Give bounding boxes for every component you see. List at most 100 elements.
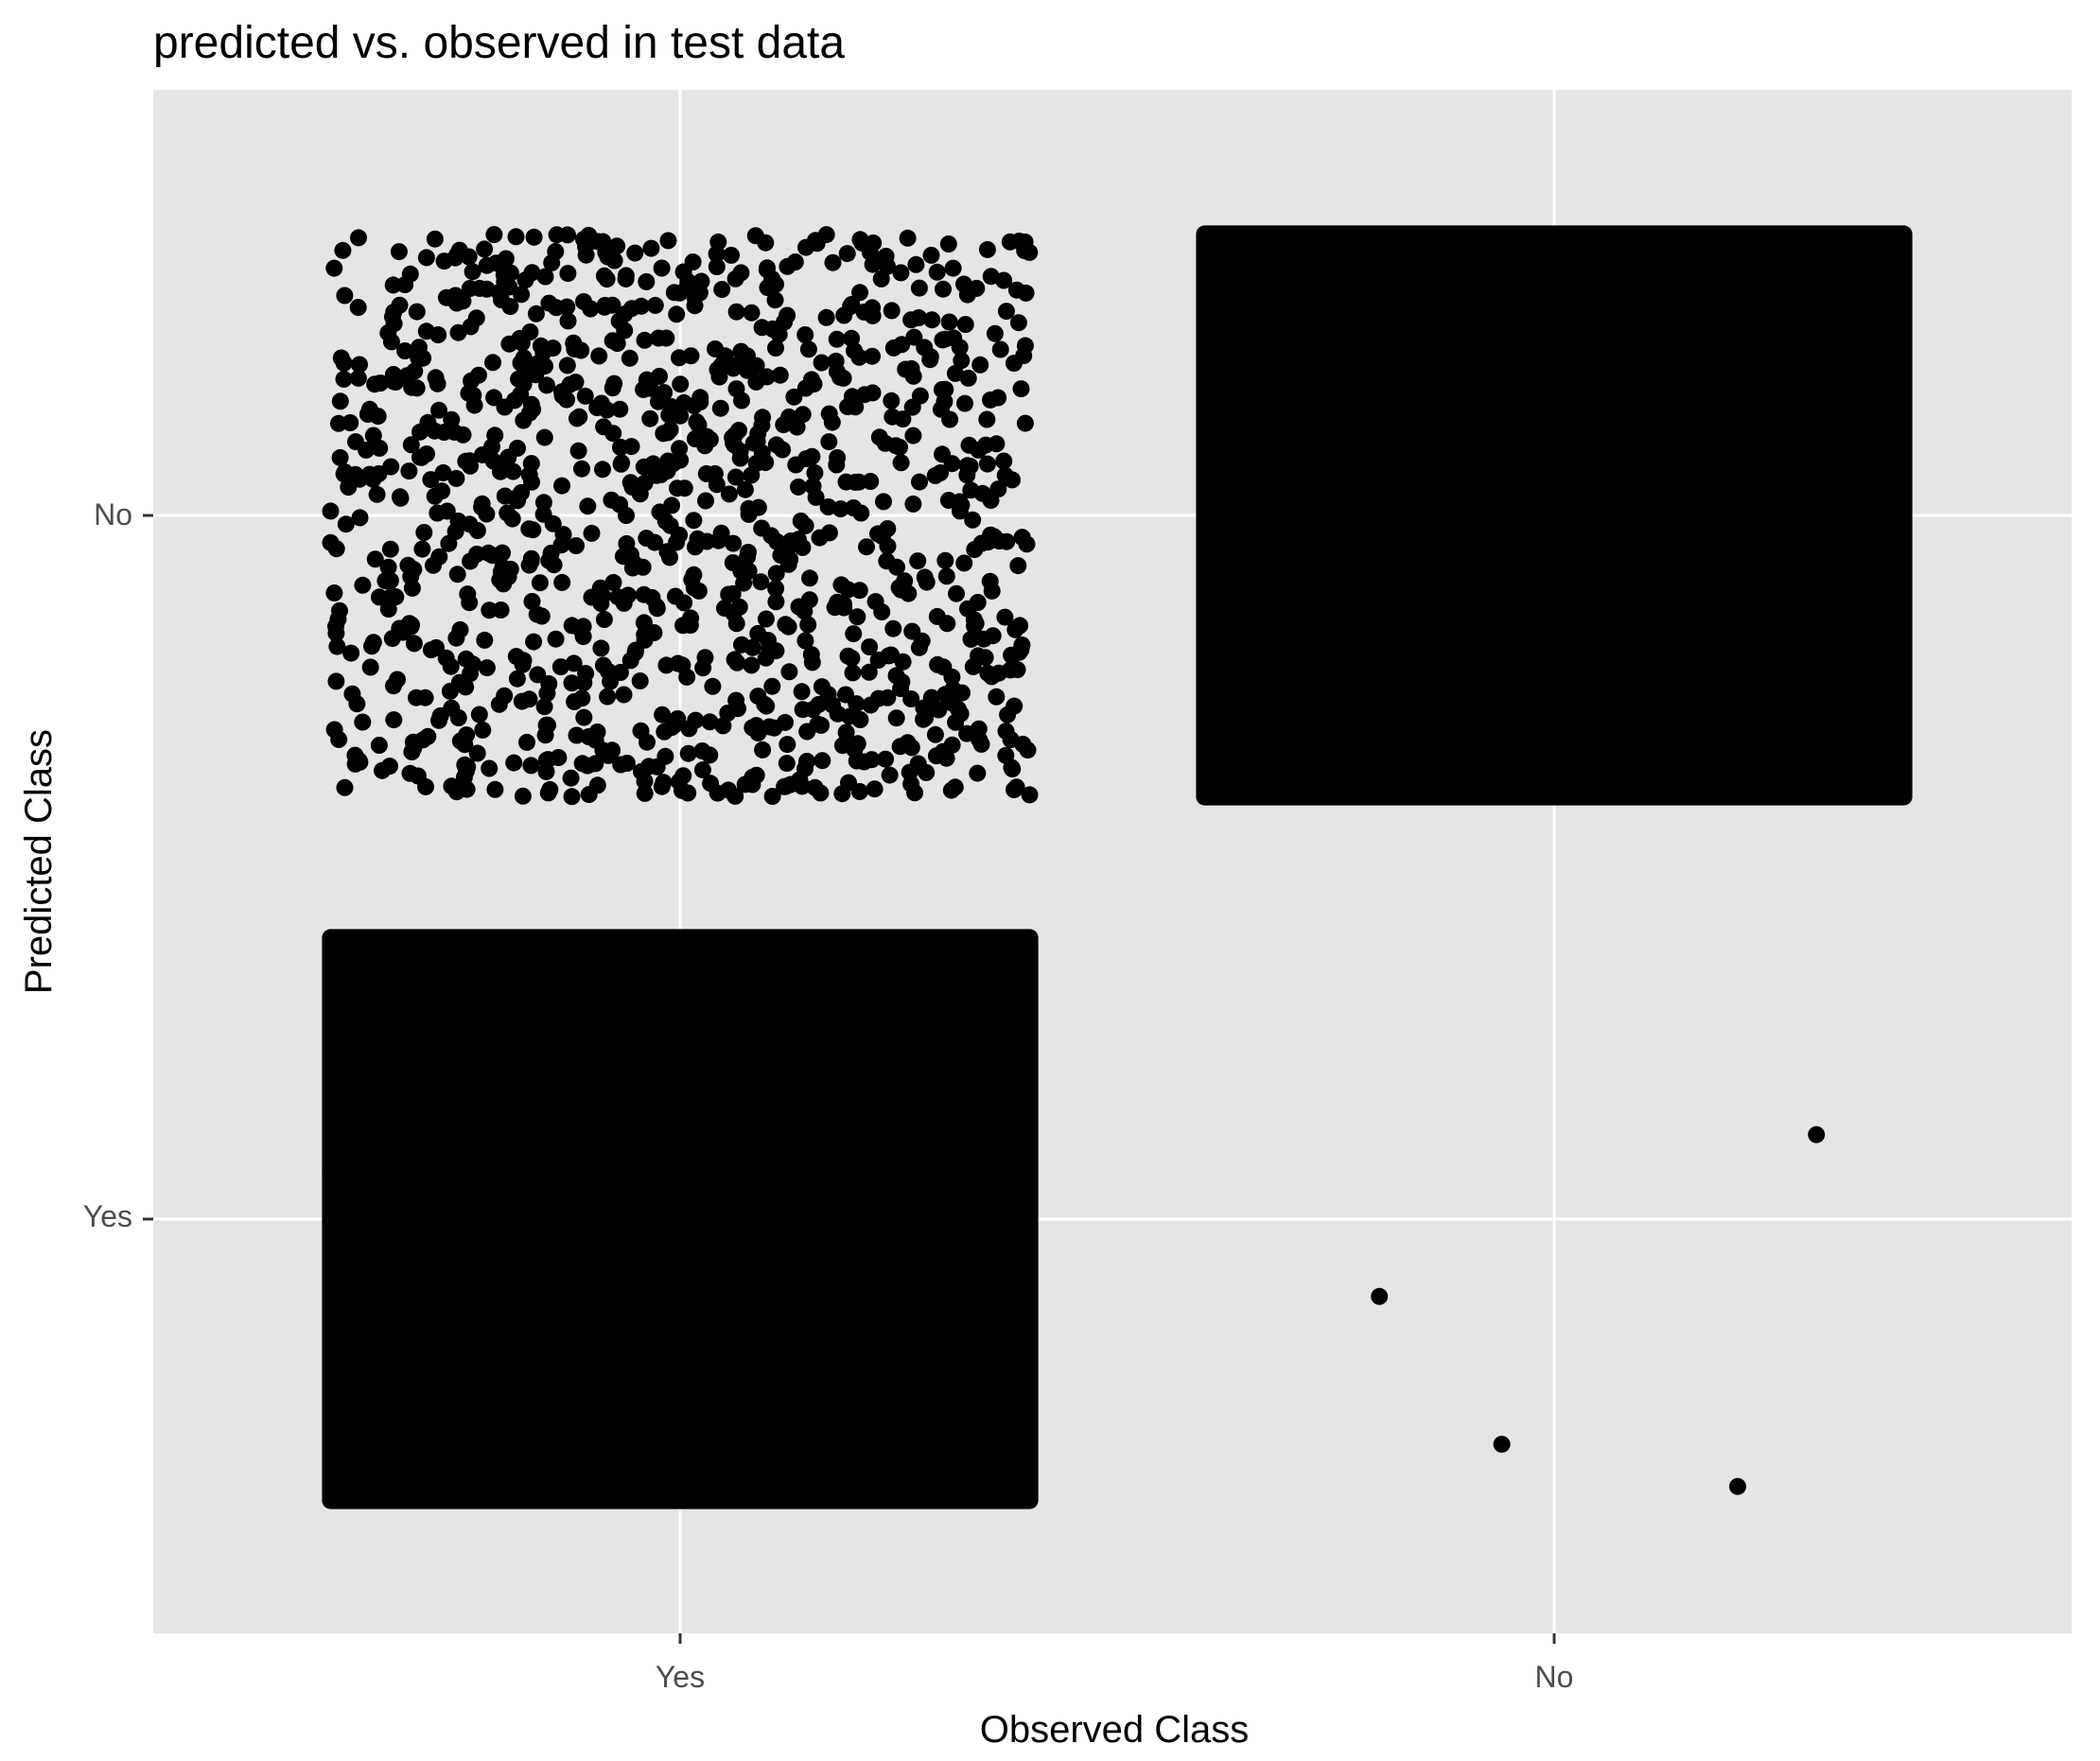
point — [936, 330, 954, 348]
point — [661, 549, 678, 567]
point — [1808, 1125, 1826, 1143]
point — [484, 1461, 502, 1479]
point — [1017, 1446, 1035, 1464]
point — [1383, 520, 1401, 538]
point — [978, 240, 996, 258]
point — [381, 540, 399, 558]
point — [1834, 779, 1852, 797]
point — [425, 1465, 443, 1483]
point — [525, 633, 543, 651]
point — [656, 384, 674, 402]
point — [370, 737, 388, 754]
point — [702, 1019, 720, 1037]
point — [564, 952, 582, 970]
point — [1702, 493, 1720, 510]
point — [701, 713, 719, 731]
point — [553, 477, 570, 495]
point — [586, 976, 604, 994]
point — [742, 1110, 759, 1128]
point — [1535, 280, 1553, 297]
point — [731, 449, 749, 467]
point — [635, 614, 653, 632]
point — [440, 534, 458, 552]
point — [330, 1087, 348, 1104]
point — [831, 961, 849, 979]
point — [656, 1345, 674, 1363]
point — [864, 299, 882, 317]
point — [540, 675, 558, 692]
point — [1799, 581, 1817, 599]
point — [633, 1332, 651, 1350]
point — [1228, 360, 1246, 378]
point — [1633, 490, 1651, 507]
point — [1002, 731, 1020, 748]
point — [1006, 1348, 1024, 1366]
point — [1321, 636, 1339, 654]
point — [842, 1491, 860, 1508]
point — [1592, 352, 1610, 370]
point — [459, 758, 477, 776]
point — [1818, 628, 1835, 646]
point — [625, 1040, 643, 1057]
point — [1672, 597, 1690, 615]
point — [599, 1172, 617, 1190]
point — [988, 688, 1006, 706]
point — [462, 665, 479, 683]
point — [805, 1172, 823, 1190]
point — [1743, 462, 1761, 479]
point — [1807, 607, 1825, 625]
point — [991, 340, 1009, 358]
point — [887, 1054, 905, 1072]
point — [610, 312, 628, 330]
point — [635, 585, 653, 603]
point — [997, 303, 1015, 321]
point — [759, 259, 776, 277]
point — [743, 466, 761, 484]
point — [1344, 732, 1362, 750]
point — [527, 305, 545, 323]
point — [757, 610, 775, 628]
point — [635, 1170, 653, 1188]
point — [433, 990, 451, 1008]
point — [1488, 466, 1506, 484]
point — [932, 1263, 950, 1281]
point — [725, 534, 743, 552]
point — [864, 1487, 882, 1505]
point — [686, 1210, 703, 1228]
point — [1331, 349, 1349, 367]
point — [694, 1445, 712, 1463]
point — [1581, 658, 1599, 676]
point — [1306, 509, 1324, 527]
point — [499, 504, 516, 522]
point — [534, 343, 552, 361]
point — [454, 1344, 472, 1361]
point — [488, 967, 506, 985]
point — [1624, 452, 1642, 470]
point — [508, 670, 526, 688]
point — [944, 259, 962, 277]
point — [1678, 233, 1696, 251]
point — [486, 427, 504, 445]
point — [476, 1114, 494, 1132]
point — [1012, 380, 1030, 398]
point — [1426, 446, 1444, 464]
point — [1881, 700, 1899, 718]
point — [713, 281, 731, 298]
point — [1205, 587, 1223, 605]
point — [1303, 714, 1321, 732]
point — [1721, 243, 1739, 261]
point — [950, 700, 968, 718]
point — [1640, 354, 1657, 372]
point — [344, 981, 362, 999]
point — [433, 1351, 451, 1369]
point — [600, 662, 617, 680]
y-axis-label: Predicted Class — [18, 729, 60, 994]
point — [1240, 645, 1258, 663]
point — [364, 427, 382, 445]
point — [1351, 760, 1369, 778]
point — [976, 649, 994, 667]
point — [824, 253, 842, 271]
point — [728, 654, 746, 671]
point — [429, 1113, 447, 1131]
point — [753, 1241, 771, 1259]
